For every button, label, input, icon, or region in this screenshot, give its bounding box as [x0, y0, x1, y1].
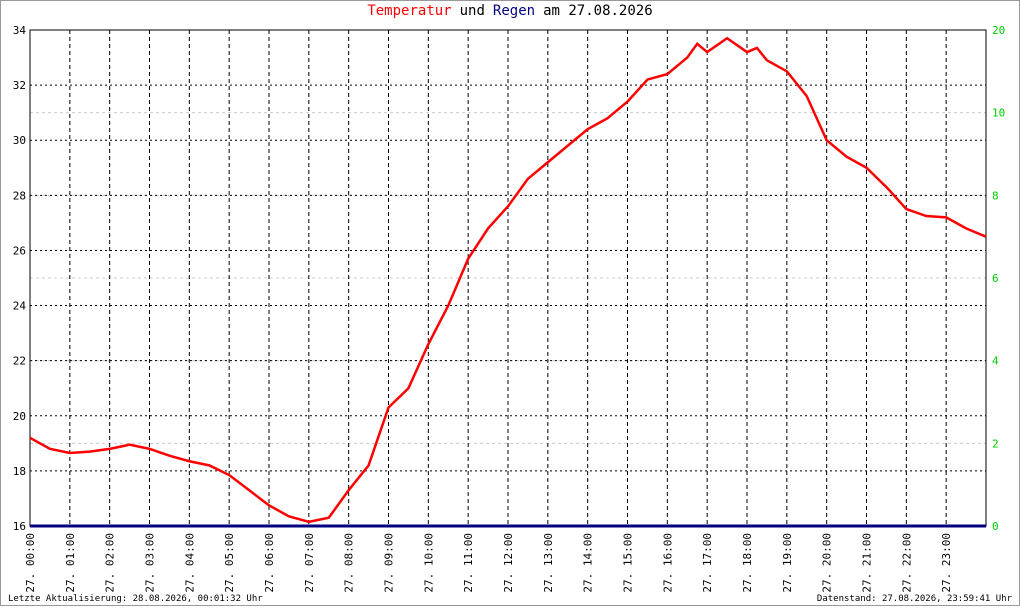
y-tick-label: 32 — [13, 79, 26, 92]
x-tick-label: 27. 21:00 — [861, 533, 874, 593]
y-tick-label: 18 — [13, 465, 26, 478]
x-tick-label: 27. 07:00 — [303, 533, 316, 593]
y2-tick-label: 8 — [992, 189, 999, 202]
x-tick-label: 27. 13:00 — [542, 533, 555, 593]
y-tick-label: 28 — [13, 189, 26, 202]
x-tick-label: 27. 18:00 — [741, 533, 754, 593]
y2-tick-label: 4 — [992, 355, 999, 368]
x-tick-label: 27. 01:00 — [64, 533, 77, 593]
x-tick-label: 27. 19:00 — [781, 533, 794, 593]
x-tick-label: 27. 17:00 — [701, 533, 714, 593]
x-tick-label: 27. 00:00 — [24, 533, 37, 593]
series-line — [29, 36, 987, 524]
y2-tick-label: 2 — [992, 437, 999, 450]
x-tick-label: 27. 14:00 — [582, 533, 595, 593]
y-tick-label: 16 — [13, 520, 26, 533]
x-tick-label: 27. 02:00 — [104, 533, 117, 593]
footer-left: Letzte Aktualisierung: 28.08.2026, 00:01… — [8, 594, 263, 604]
x-tick-label: 27. 23:00 — [940, 533, 953, 593]
x-tick-label: 27. 05:00 — [223, 533, 236, 593]
x-tick-label: 27. 16:00 — [661, 533, 674, 593]
x-tick-label: 27. 11:00 — [462, 533, 475, 593]
x-tick-label: 27. 06:00 — [263, 533, 276, 593]
x-tick-label: 27. 03:00 — [144, 533, 157, 593]
y2-tick-label: 6 — [992, 272, 999, 285]
footer-right: Datenstand: 27.08.2026, 23:59:41 Uhr — [817, 594, 1013, 604]
y2-tick-label: 0 — [992, 520, 999, 533]
x-tick-label: 27. 10:00 — [422, 533, 435, 593]
y-tick-label: 34 — [13, 24, 27, 37]
x-tick-label: 27. 04:00 — [183, 533, 196, 593]
y-tick-label: 30 — [13, 134, 26, 147]
y-tick-label: 26 — [13, 244, 26, 257]
title-part: am 27.08.2026 — [543, 3, 653, 19]
y2-tick-label: 20 — [992, 24, 1005, 37]
x-tick-label: 27. 20:00 — [821, 533, 834, 593]
x-tick-label: 27. 12:00 — [502, 533, 515, 593]
x-tick-label: 27. 09:00 — [383, 533, 396, 593]
chart-title: Temperatur und Regen am 27.08.2026 — [367, 3, 652, 19]
y-tick-label: 24 — [13, 300, 27, 313]
x-tick-label: 27. 15:00 — [622, 533, 635, 593]
title-part: Regen — [493, 3, 535, 19]
y-tick-label: 20 — [13, 410, 26, 423]
y-tick-label: 22 — [13, 355, 26, 368]
y2-tick-label: 10 — [992, 107, 1005, 120]
x-tick-label: 27. 22:00 — [900, 533, 913, 593]
title-part: Temperatur — [367, 3, 451, 19]
x-tick-label: 27. 08:00 — [343, 533, 356, 593]
title-part: und — [460, 3, 485, 19]
